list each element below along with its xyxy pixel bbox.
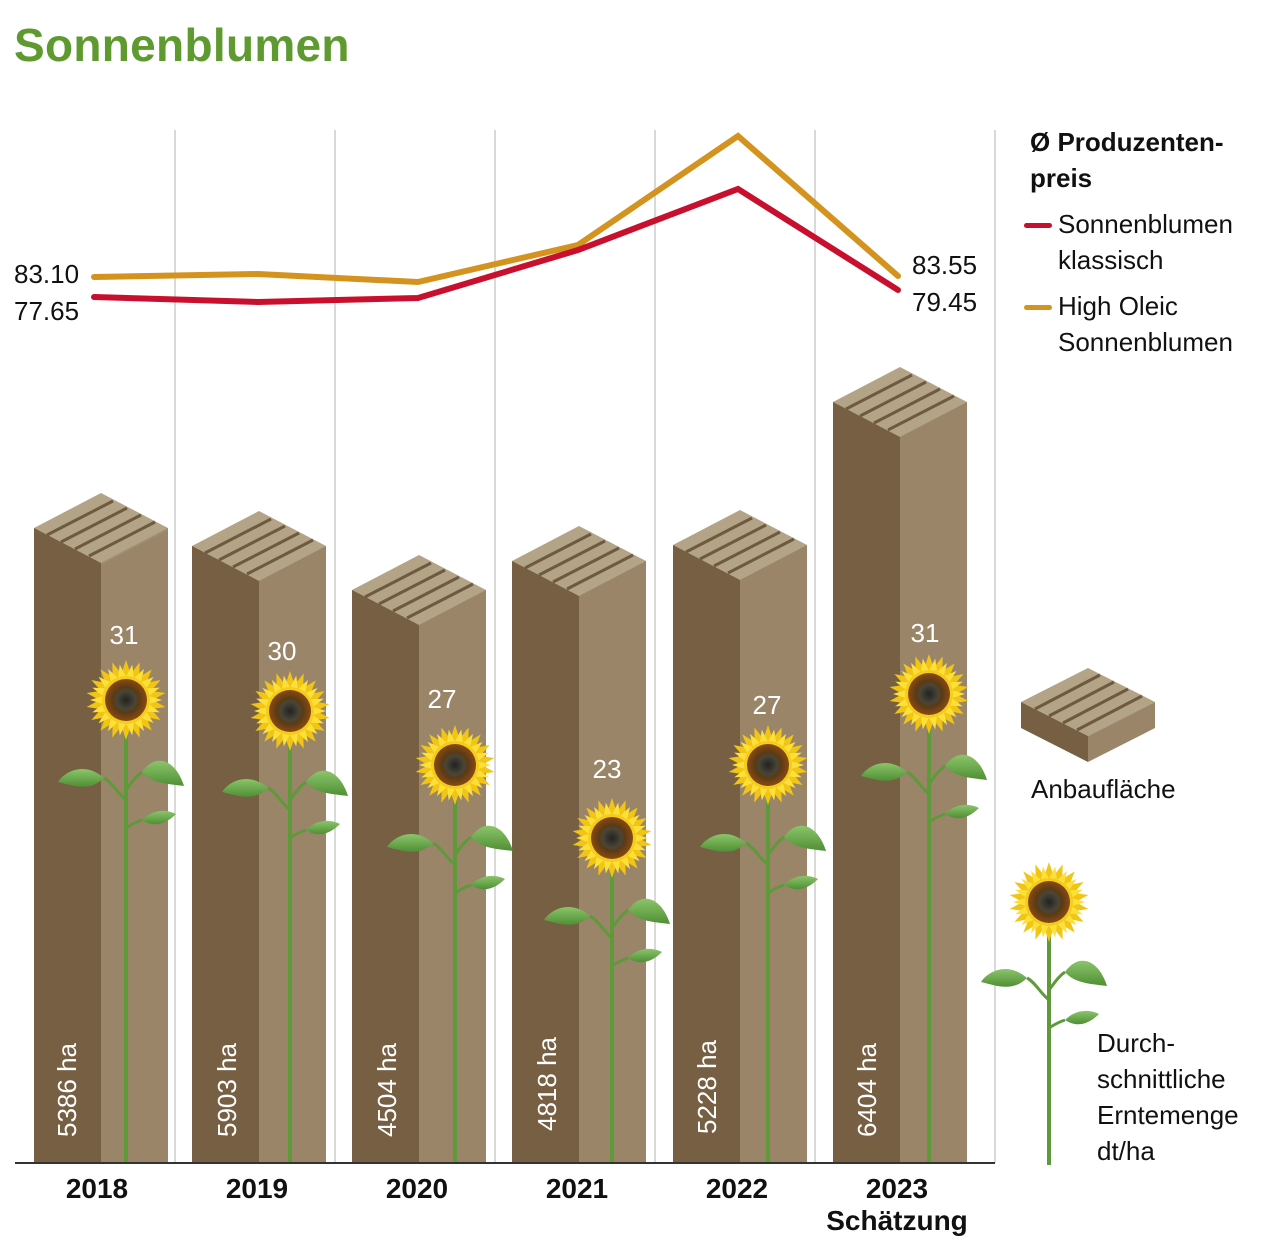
yield-label-2021: 23 xyxy=(592,754,622,784)
sunflower-icon xyxy=(698,725,828,1163)
bar-2023 xyxy=(833,367,967,1163)
sunflower-icon xyxy=(56,660,186,1163)
area-label-2018: 5386 ha xyxy=(52,1043,82,1137)
yield-legend-sunflower-icon xyxy=(979,862,1109,1165)
area-legend-label: Anbaufläche xyxy=(1031,774,1176,804)
sunflower-icon xyxy=(542,798,672,1163)
yield-label-2020: 27 xyxy=(427,684,457,714)
bar-2019 xyxy=(192,511,326,1163)
area-label-2019: 5903 ha xyxy=(212,1043,242,1137)
yield-legend-label: Durch- schnittliche Erntemenge dt/ha xyxy=(1097,1028,1239,1166)
legend-item-classic: Sonnenblumen klassisch xyxy=(1024,206,1233,278)
legend-item-high-oleic: High Oleic Sonnenblumen xyxy=(1024,288,1233,360)
line-high-oleic xyxy=(91,132,901,286)
x-tick-2023: 2023 Schätzung xyxy=(822,1173,972,1237)
yield-label-2022: 27 xyxy=(752,690,782,720)
legend-heading: Ø Produzenten- preis xyxy=(1030,127,1224,193)
chart-title: Sonnenblumen xyxy=(14,19,350,71)
value-label-start-classic: 77.65 xyxy=(14,296,80,326)
x-tick-2023-subtitle: Schätzung xyxy=(826,1205,968,1236)
sunflower-icon xyxy=(385,725,515,1163)
value-label-start-high-oleic: 83.10 xyxy=(14,259,80,289)
yield-label-2018: 31 xyxy=(109,620,139,650)
line-classic xyxy=(91,185,901,306)
sunflower-icon xyxy=(859,654,989,1163)
value-label-end-high-oleic: 83.55 xyxy=(912,250,978,280)
area-legend-icon xyxy=(1021,668,1155,762)
bar-2020 xyxy=(352,555,486,1163)
area-label-2022: 5228 ha xyxy=(692,1040,722,1134)
bar-2022 xyxy=(673,510,807,1163)
price-legend: Ø Produzenten- preis Sonnenblumen klassi… xyxy=(1024,124,1233,360)
x-tick-2021: 2021 xyxy=(545,1173,609,1204)
area-label-2020: 4504 ha xyxy=(372,1043,402,1137)
legend-swatch-classic xyxy=(1024,223,1052,228)
sunflower-icon xyxy=(220,671,350,1163)
x-tick-2019: 2019 xyxy=(225,1173,289,1204)
area-label-2021: 4818 ha xyxy=(532,1037,562,1131)
yield-label-2019: 30 xyxy=(267,636,297,666)
value-label-end-classic: 79.45 xyxy=(912,287,978,317)
x-tick-2020: 2020 xyxy=(385,1173,449,1204)
bar-2018 xyxy=(34,493,168,1163)
yield-label-2023: 31 xyxy=(910,618,940,648)
x-tick-2022: 2022 xyxy=(705,1173,769,1204)
x-tick-2018: 2018 xyxy=(65,1173,129,1204)
legend-swatch-high-oleic xyxy=(1024,305,1052,310)
area-label-2023: 6404 ha xyxy=(852,1043,882,1137)
